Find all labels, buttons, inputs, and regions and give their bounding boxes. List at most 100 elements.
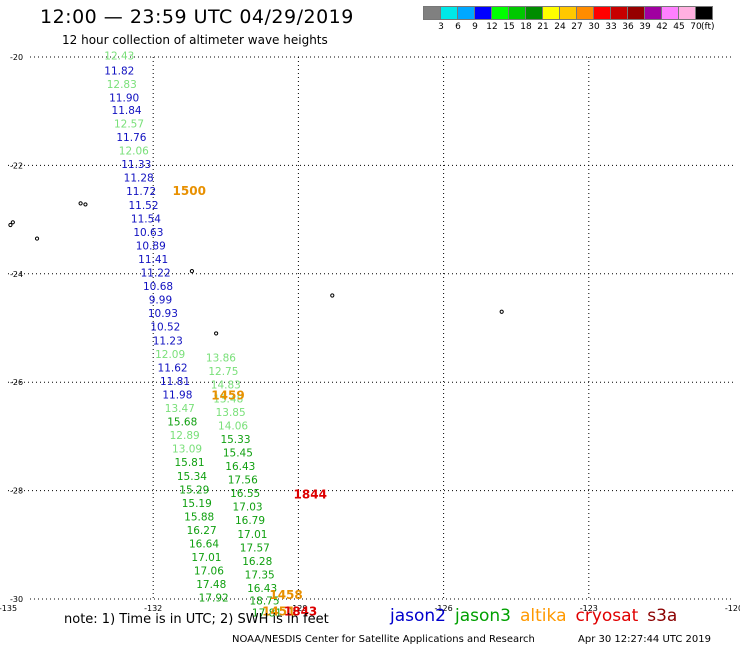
island-marker — [34, 236, 40, 241]
lon-label: -120 — [725, 604, 740, 613]
wave-height-value: 11.76 — [116, 132, 146, 144]
wave-height-value: 10.63 — [133, 227, 163, 239]
wave-height-value: 18.75 — [249, 595, 279, 607]
legend-swatch — [695, 6, 713, 20]
wave-height-value: 15.33 — [220, 434, 250, 446]
wave-height-value: 17.57 — [240, 542, 270, 554]
map-subtitle: 12 hour collection of altimeter wave hei… — [62, 33, 328, 47]
pass-time-label: 1459 — [211, 389, 244, 403]
satellite-cryosat: cryosat — [575, 606, 639, 626]
wave-height-value: 17.48 — [196, 579, 226, 591]
wave-height-value: 16.55 — [230, 488, 260, 500]
lon-label: -126 — [435, 604, 453, 613]
pass-time-label: 1843 — [284, 604, 317, 618]
wave-height-value: 17.92 — [199, 593, 229, 605]
wave-height-value: 15.34 — [177, 471, 207, 483]
wave-height-value: 11.62 — [158, 362, 188, 374]
wave-height-value: 15.88 — [184, 511, 214, 523]
legend-tick-label: 42 — [656, 22, 668, 32]
island-marker — [189, 268, 195, 274]
island-marker — [10, 220, 15, 225]
wave-height-value: 11.52 — [128, 200, 158, 212]
island-marker — [83, 202, 88, 207]
island-marker — [214, 331, 219, 336]
wave-height-value: 16.43 — [225, 461, 255, 473]
legend-ticks: 3 6 9 12 15 18 21 24 27 30 33 36 39 42 45 70 — [423, 22, 740, 36]
wave-height-value: 11.72 — [126, 186, 156, 198]
lat-label: -26 — [10, 378, 23, 387]
pass-time-label: 1451 — [262, 604, 295, 618]
wave-height-value: 16.27 — [187, 525, 217, 537]
wave-height-value: 14.06 — [218, 420, 248, 432]
pass-time-label: 1500 — [173, 184, 206, 198]
pass-time-label: 1844 — [294, 488, 327, 502]
wave-height-value: 15.29 — [179, 484, 209, 496]
legend-tick-label: 12 — [486, 22, 498, 32]
wave-height-value: 15.45 — [223, 447, 253, 459]
wave-height-value: 11.82 — [104, 65, 134, 77]
satellite-jason2: jason2 — [390, 606, 446, 626]
legend-tick-label: 36 — [622, 22, 634, 32]
legend-tick-label: 30 — [588, 22, 600, 32]
wave-height-value: 11.41 — [138, 254, 168, 266]
legend-tick-label: 18 — [520, 22, 532, 32]
map-title: 12:00 — 23:59 UTC 04/29/2019 — [40, 6, 354, 28]
wave-height-value: 17.01 — [191, 552, 221, 564]
wave-height-value: 13.85 — [216, 407, 246, 419]
lat-label: -22 — [10, 161, 23, 170]
legend-tick-label: 24 — [554, 22, 566, 32]
satellite-jason3: jason3 — [455, 606, 511, 626]
island-marker — [330, 293, 335, 298]
island-marker — [8, 222, 13, 228]
wave-height-value: 11.90 — [109, 92, 139, 104]
wave-height-value: 13.09 — [172, 444, 202, 456]
legend-tick-label: 15 — [503, 22, 515, 32]
satellite-s3a: s3a — [647, 606, 678, 626]
island-marker — [499, 309, 504, 314]
island-marker — [78, 201, 83, 206]
wave-height-value: 11.28 — [124, 173, 154, 185]
wave-height-value: 11.54 — [131, 213, 161, 225]
wave-height-value: 15.68 — [167, 417, 197, 429]
wave-height-value: 10.93 — [148, 308, 178, 320]
wave-height-value: 16.43 — [247, 583, 277, 595]
wave-height-value: 17.35 — [245, 569, 275, 581]
wave-height-value: 12.75 — [208, 366, 238, 378]
wave-height-value: 17.81 — [252, 607, 282, 619]
lat-label: -20 — [10, 53, 23, 62]
wave-height-value: 17.06 — [194, 566, 224, 578]
color-legend: 3 6 9 12 15 18 21 24 27 30 33 36 39 42 45 70 (ft) — [423, 6, 715, 32]
wave-height-value: 12.57 — [114, 118, 144, 130]
wave-height-value: 13.47 — [165, 403, 195, 415]
wave-height-value: 17.56 — [228, 475, 258, 487]
lon-label: -135 — [0, 604, 17, 613]
lat-label: -24 — [10, 270, 23, 279]
legend-tick-label: 3 — [438, 22, 444, 32]
footer-credit: NOAA/NESDIS Center for Satellite Applica… — [232, 634, 535, 645]
wave-height-value: 12.89 — [170, 430, 200, 442]
lon-label: -129 — [289, 604, 307, 613]
lon-label: -132 — [144, 604, 162, 613]
wave-height-value: 12.09 — [155, 349, 185, 361]
wave-height-value: 12.43 — [104, 51, 134, 63]
wave-height-value: 11.33 — [121, 159, 151, 171]
wave-height-value: 10.68 — [143, 281, 173, 293]
wave-height-value: 9.99 — [149, 295, 172, 307]
legend-unit: (ft) — [701, 22, 715, 32]
footer-note: note: 1) Time is in UTC; 2) SWH is in fe… — [64, 612, 329, 627]
lat-label: -28 — [10, 487, 23, 496]
satellite-legend: jason2 jason3 altika cryosat s3a — [390, 606, 686, 626]
lat-label: -30 — [10, 595, 23, 604]
legend-tick-label: 45 — [673, 22, 685, 32]
wave-height-value: 11.22 — [141, 268, 171, 280]
legend-tick-label: 33 — [605, 22, 617, 32]
wave-height-value: 12.06 — [119, 146, 149, 158]
wave-height-value: 15.81 — [174, 457, 204, 469]
lon-label: -123 — [580, 604, 598, 613]
wave-height-value: 14.83 — [211, 380, 241, 392]
pass-time-label: 1458 — [269, 588, 302, 602]
wave-height-value: 16.64 — [189, 539, 219, 551]
wave-height-value: 10.52 — [150, 322, 180, 334]
legend-tick-label: 39 — [639, 22, 651, 32]
